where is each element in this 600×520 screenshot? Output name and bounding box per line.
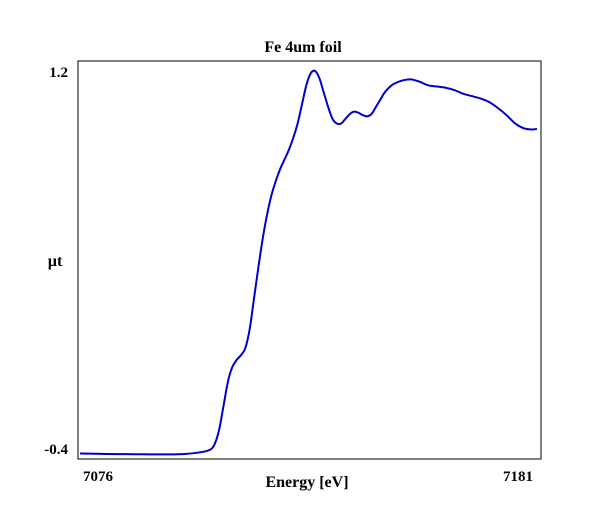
- series-line-0: [79, 69, 538, 456]
- x-tick-label-left: 7076: [83, 469, 114, 485]
- series-layer: [79, 69, 538, 456]
- y-axis-label: µt: [48, 253, 63, 270]
- plot-frame: [77, 60, 542, 460]
- y-tick-label-top: 1.2: [49, 65, 68, 81]
- x-axis-label: Energy [eV]: [265, 474, 348, 491]
- x-tick-label-right: 7181: [503, 469, 533, 485]
- chart-title: Fe 4um foil: [264, 39, 342, 56]
- y-tick-label-bottom: -0.4: [44, 442, 68, 458]
